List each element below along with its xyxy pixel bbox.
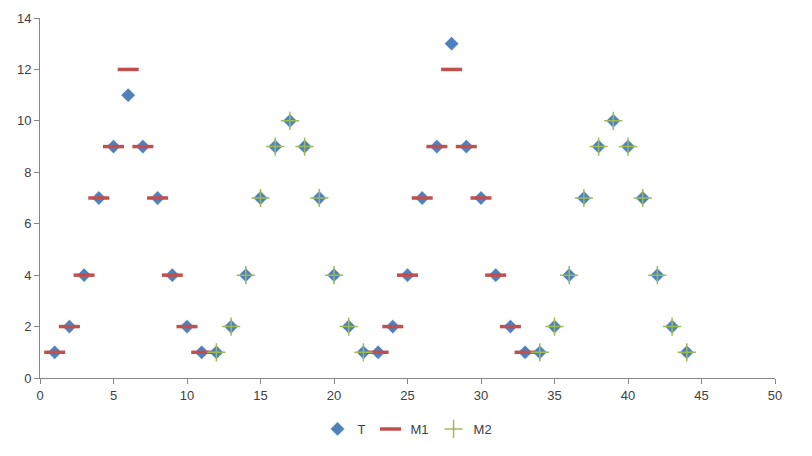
svg-text:4: 4 [24, 268, 31, 283]
svg-text:5: 5 [110, 388, 117, 403]
svg-text:M1: M1 [411, 422, 429, 437]
svg-text:10: 10 [180, 388, 194, 403]
svg-text:6: 6 [24, 216, 31, 231]
svg-text:0: 0 [24, 371, 31, 386]
svg-text:25: 25 [400, 388, 414, 403]
svg-text:45: 45 [694, 388, 708, 403]
svg-text:30: 30 [474, 388, 488, 403]
svg-text:0: 0 [36, 388, 43, 403]
svg-text:12: 12 [17, 62, 31, 77]
svg-text:50: 50 [768, 388, 782, 403]
svg-text:T: T [358, 422, 366, 437]
svg-text:8: 8 [24, 165, 31, 180]
svg-text:M2: M2 [474, 422, 492, 437]
svg-text:15: 15 [253, 388, 267, 403]
svg-text:40: 40 [621, 388, 635, 403]
svg-text:10: 10 [17, 113, 31, 128]
svg-text:14: 14 [17, 11, 31, 26]
svg-text:2: 2 [24, 319, 31, 334]
svg-text:35: 35 [547, 388, 561, 403]
svg-text:20: 20 [327, 388, 341, 403]
